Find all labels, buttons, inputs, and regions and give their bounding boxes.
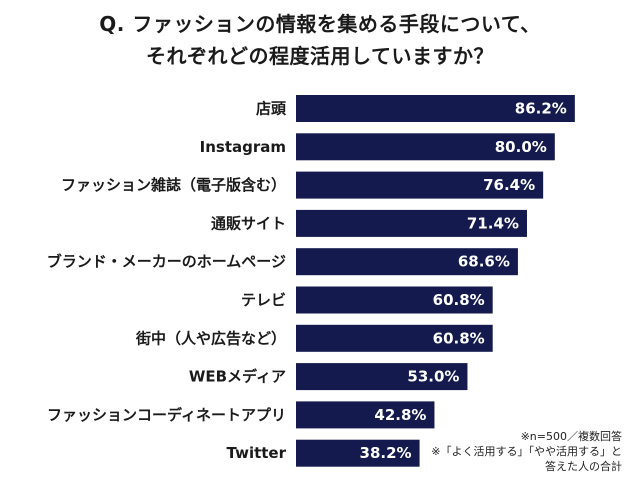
bar-4 bbox=[296, 209, 527, 237]
bar-1 bbox=[296, 95, 575, 122]
note-total: 答えた人の合計 bbox=[545, 460, 622, 473]
category-label-9: ファッションコーディネートアプリ bbox=[47, 406, 286, 424]
category-label-5: ブランド・メーカーのホームページ bbox=[47, 253, 286, 271]
bar-9 bbox=[296, 401, 435, 429]
value-label-8: 53.0% bbox=[407, 368, 459, 386]
category-label-2: Instagram bbox=[200, 138, 286, 156]
value-label-7: 60.8% bbox=[433, 329, 485, 347]
value-label-1: 86.2% bbox=[515, 100, 567, 118]
bar-2 bbox=[296, 133, 555, 161]
category-label-6: テレビ bbox=[241, 291, 286, 309]
value-label-3: 76.4% bbox=[483, 176, 535, 194]
note-sample-size: ※n=500／複数回答 bbox=[520, 430, 622, 443]
chart-title-line1: Q. ファッションの情報を集める手段について、 bbox=[99, 12, 541, 36]
category-label-4: 通販サイト bbox=[211, 214, 286, 232]
bar-10 bbox=[296, 439, 420, 467]
category-label-7: 街中（人や広告など） bbox=[135, 329, 286, 347]
category-label-8: WEBメディア bbox=[189, 368, 286, 386]
value-label-4: 71.4% bbox=[467, 214, 519, 232]
note-definition: ※「よく活用する」「やや活用する」と bbox=[431, 445, 622, 458]
bar-7 bbox=[296, 324, 493, 352]
category-label-1: 店頭 bbox=[256, 100, 287, 118]
value-label-5: 68.6% bbox=[458, 253, 510, 271]
chart-title-line2: それぞれどの程度活用していますか？ bbox=[146, 44, 494, 68]
category-label-10: Twitter bbox=[227, 444, 287, 462]
value-label-6: 60.8% bbox=[433, 291, 485, 309]
bar-5 bbox=[296, 248, 518, 276]
bar-6 bbox=[296, 286, 493, 314]
bar-8 bbox=[296, 363, 468, 391]
value-label-10: 38.2% bbox=[360, 444, 412, 462]
value-label-2: 80.0% bbox=[495, 138, 547, 156]
value-label-9: 42.8% bbox=[374, 406, 426, 424]
bar-3 bbox=[296, 171, 544, 199]
category-label-3: ファッション雑誌（電子版含む） bbox=[61, 176, 286, 194]
